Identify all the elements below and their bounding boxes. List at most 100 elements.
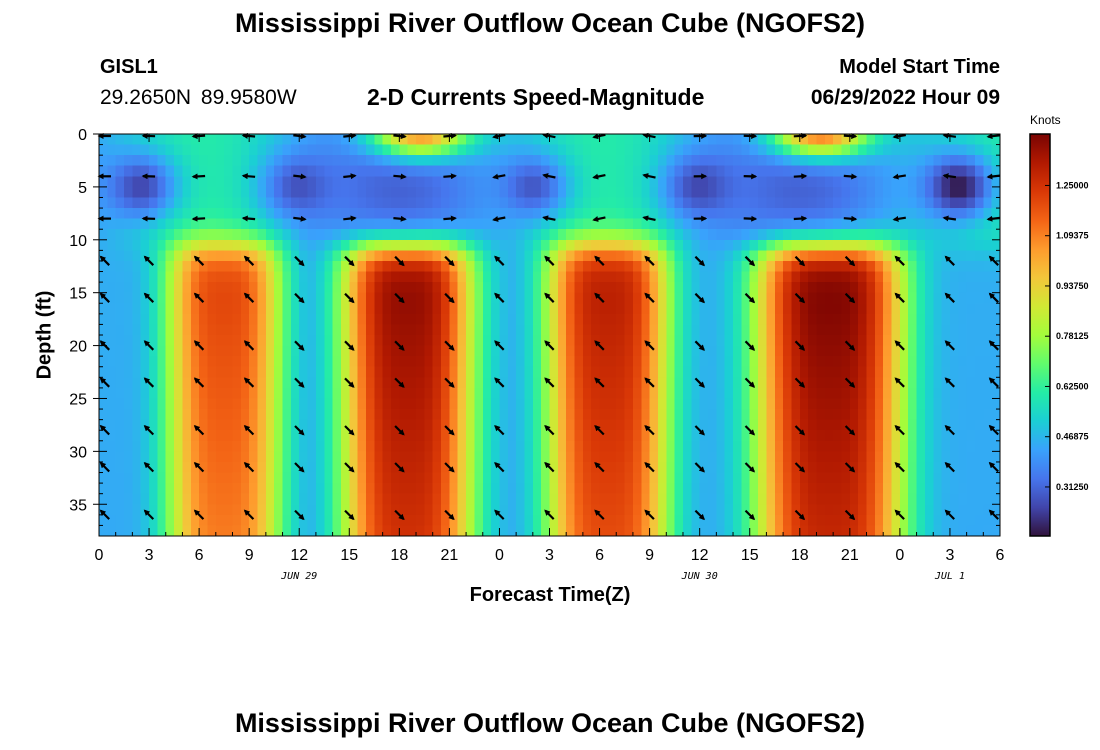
y-tick-label: 20: [69, 339, 87, 356]
colorbar-tick-label: 0.46875: [1056, 432, 1089, 442]
current-arrow: [344, 340, 355, 351]
current-arrow: [444, 509, 455, 521]
x-tick-label: 21: [841, 547, 859, 564]
current-arrow: [944, 424, 955, 436]
current-arrow: [694, 292, 705, 304]
current-arrow: [193, 292, 205, 303]
current-arrow: [944, 255, 955, 266]
current-arrow: [241, 173, 256, 180]
current-arrow: [944, 340, 955, 351]
current-arrow: [243, 377, 255, 388]
current-arrow: [644, 424, 655, 436]
current-arrow: [592, 216, 606, 222]
current-arrow: [293, 215, 307, 222]
current-arrow: [894, 461, 905, 473]
station-id: GISL1: [100, 56, 158, 78]
current-arrow: [294, 292, 305, 304]
current-arrow: [743, 215, 758, 222]
y-tick-label: 5: [78, 180, 87, 197]
model-start-value: 06/29/2022 Hour 09: [810, 86, 1000, 109]
date-label: JUN 30: [681, 571, 718, 582]
current-arrow: [494, 461, 505, 473]
current-arrow: [542, 215, 556, 222]
current-arrow: [143, 377, 155, 388]
current-arrow: [744, 255, 756, 267]
current-arrow: [592, 173, 606, 180]
current-arrow: [494, 255, 505, 266]
current-arrow: [544, 292, 555, 303]
current-arrow: [294, 340, 305, 351]
current-arrow: [942, 173, 957, 180]
current-arrow: [193, 424, 205, 436]
current-arrow: [744, 292, 756, 304]
current-arrow: [394, 377, 405, 388]
x-tick-label: 0: [895, 547, 904, 564]
current-arrow: [443, 215, 457, 222]
current-arrow: [343, 173, 357, 180]
current-arrow: [744, 340, 756, 351]
current-arrow: [988, 377, 999, 388]
current-arrow: [794, 377, 806, 388]
current-arrow: [894, 509, 905, 520]
current-arrow: [544, 424, 555, 436]
x-tick-label: 3: [945, 547, 954, 564]
model-start-label: Model Start Time: [839, 56, 1000, 78]
current-arrow: [243, 424, 255, 436]
current-arrow: [294, 255, 305, 267]
y-tick-label: 35: [69, 497, 87, 514]
current-arrow: [293, 173, 307, 180]
current-arrow: [944, 377, 955, 388]
x-tick-label: 0: [95, 547, 104, 564]
current-arrow: [393, 215, 407, 222]
current-arrow: [394, 425, 405, 436]
current-arrow: [243, 340, 255, 351]
current-arrow: [544, 509, 555, 520]
page-title: Mississippi River Outflow Ocean Cube (NG…: [234, 8, 866, 38]
current-arrow: [694, 377, 705, 388]
current-arrow: [844, 377, 856, 388]
colorbar-tick-label: 1.09375: [1056, 231, 1089, 241]
x-axis-label: Forecast Time(Z): [469, 584, 631, 606]
current-arrow: [193, 377, 205, 388]
current-arrow: [143, 461, 155, 473]
current-arrow: [191, 215, 206, 222]
current-arrow: [99, 424, 110, 436]
current-arrow: [594, 509, 605, 520]
current-arrow: [193, 255, 205, 266]
current-arrow: [344, 462, 355, 473]
current-arrow: [191, 173, 206, 180]
current-arrow: [294, 425, 305, 436]
current-arrow: [243, 509, 255, 520]
colorbar-tick-label: 0.93750: [1056, 281, 1089, 291]
y-tick-label: 30: [69, 444, 87, 461]
current-arrow: [988, 424, 999, 436]
current-arrow: [794, 292, 806, 304]
current-arrow: [193, 509, 205, 520]
current-arrow: [894, 424, 905, 436]
current-arrow: [988, 461, 999, 473]
current-arrow: [844, 462, 856, 473]
x-tick-label: 0: [495, 547, 504, 564]
current-arrow: [794, 462, 806, 473]
current-arrow: [344, 292, 355, 304]
current-arrow: [394, 462, 405, 473]
current-arrow: [644, 377, 655, 388]
current-arrow: [444, 340, 455, 351]
current-arrow: [644, 461, 655, 473]
current-arrow: [892, 215, 906, 222]
current-arrow: [99, 509, 110, 520]
colorbar: 0.31250 0.46875 0.62500 0.78125 0.93750 1.093…: [1029, 133, 1089, 537]
current-arrow: [444, 425, 455, 436]
current-arrow: [492, 215, 506, 222]
current-arrow: [344, 255, 355, 267]
current-arrow: [892, 173, 906, 180]
x-tick-label: 18: [791, 547, 809, 564]
date-label: JUL 1: [934, 571, 965, 582]
current-arrow: [494, 340, 505, 351]
x-tick-label: 21: [440, 547, 458, 564]
current-arrow: [594, 377, 605, 388]
colorbar-gradient: [1029, 133, 1051, 537]
current-arrow: [694, 509, 705, 521]
current-arrow: [594, 255, 605, 266]
x-tick-label: 3: [145, 547, 154, 564]
